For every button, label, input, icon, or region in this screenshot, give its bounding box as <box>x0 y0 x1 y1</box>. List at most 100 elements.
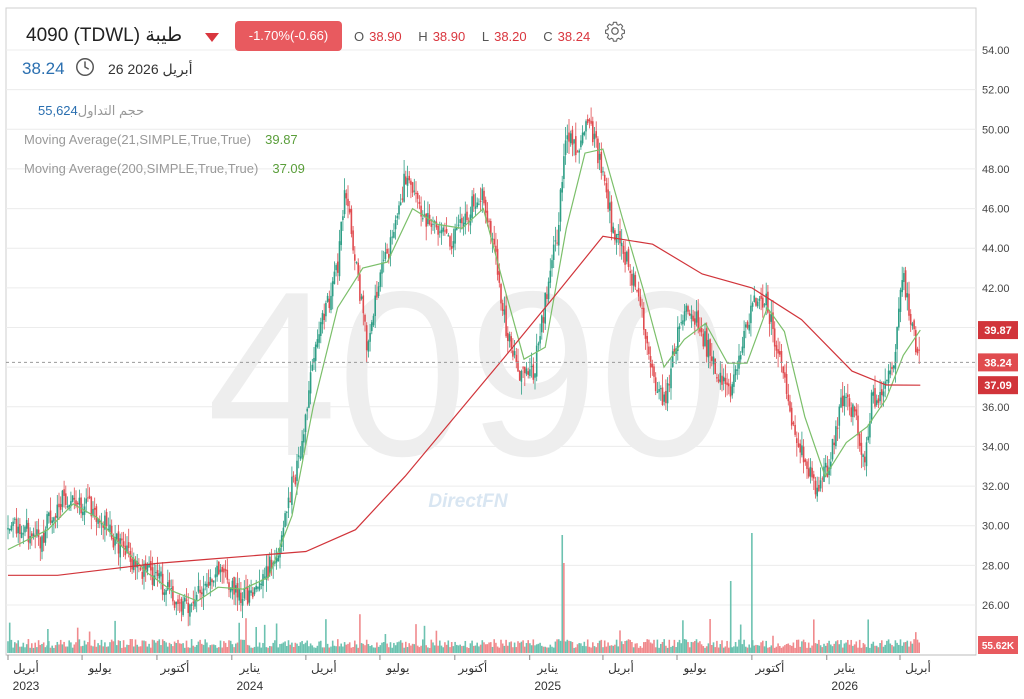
volume-bar <box>15 643 18 653</box>
clock-icon <box>76 58 94 76</box>
candle-body <box>804 459 807 462</box>
volume-bar <box>255 626 257 653</box>
candle-body <box>824 462 827 468</box>
volume-bar <box>377 646 380 653</box>
volume-bar <box>639 646 642 653</box>
volume-bar <box>109 642 111 653</box>
volume-bar <box>223 641 225 653</box>
candle-body <box>816 487 818 497</box>
volume-bar <box>824 645 827 653</box>
volume-bar <box>894 640 897 653</box>
candle-body <box>129 551 132 562</box>
candle-body <box>473 194 475 207</box>
candle-body <box>8 529 11 531</box>
volume-bar <box>410 645 412 653</box>
candle-body <box>48 512 50 517</box>
candle-body <box>709 339 711 356</box>
volume-bar <box>799 646 801 653</box>
last-date: 26 أبريل 2026 <box>108 61 193 77</box>
volume-bar <box>301 640 303 653</box>
candle-body <box>802 446 805 463</box>
candle-body <box>418 201 421 204</box>
volume-bar <box>24 647 26 653</box>
candle-body <box>717 379 720 382</box>
candle-body <box>563 156 565 180</box>
volume-bar <box>617 646 620 653</box>
volume-bar <box>192 645 195 653</box>
volume-bar <box>700 644 703 653</box>
candle-body <box>626 251 628 262</box>
volume-bar <box>93 639 96 653</box>
candle-body <box>88 495 91 499</box>
candle-body <box>583 132 586 135</box>
candle-body <box>486 210 489 224</box>
candle-body <box>729 386 732 397</box>
candle-body <box>549 270 552 283</box>
volume-bar <box>530 645 533 653</box>
candle-body <box>180 598 183 612</box>
volume-bar <box>7 641 9 653</box>
candle-body <box>777 349 779 354</box>
volume-bar <box>221 647 223 653</box>
volume-bar <box>42 642 45 653</box>
candle-body <box>685 305 688 312</box>
candle-body <box>401 198 404 200</box>
candle-body <box>668 384 671 386</box>
volume-indicator-row: حجم التداول55,624 <box>24 103 144 119</box>
volume-bar <box>755 644 757 653</box>
volume-bar <box>709 619 711 653</box>
candle-body <box>503 309 506 315</box>
candle-body <box>190 604 193 606</box>
candle-body <box>870 392 873 421</box>
candle-body <box>168 580 171 588</box>
x-tick-label: أكتوبر <box>160 660 190 676</box>
volume-bar <box>408 643 410 653</box>
volume-bar <box>189 647 191 653</box>
ma21-label: Moving Average(21,SIMPLE,True,True) <box>24 132 252 147</box>
candle-body <box>818 484 820 492</box>
candle-body <box>875 400 878 405</box>
candle-body <box>66 506 69 508</box>
volume-bar <box>845 642 847 653</box>
ma21-tag-bg <box>978 321 1018 340</box>
volume-bar <box>335 646 337 653</box>
candle-body <box>581 132 584 144</box>
volume-bar <box>670 646 672 653</box>
candle-body <box>858 433 861 446</box>
candle-body <box>175 601 178 605</box>
volume-bar <box>209 645 212 653</box>
gear-icon[interactable] <box>604 20 626 42</box>
volume-bar <box>896 642 898 653</box>
volume-bar <box>440 645 443 653</box>
volume-bar <box>422 639 424 653</box>
volume-bar <box>311 645 314 653</box>
volume-bar <box>629 639 631 653</box>
candle-body <box>359 274 361 301</box>
volume-bar <box>243 639 246 653</box>
volume-bar <box>269 646 271 653</box>
volume-bar <box>32 647 35 653</box>
ma200-indicator-row: Moving Average(200,SIMPLE,True,True) 37.0… <box>24 161 305 176</box>
volume-bar <box>685 639 688 653</box>
candle-body <box>877 398 880 403</box>
candle-body <box>31 533 33 537</box>
volume-bar <box>337 639 339 653</box>
volume-bar <box>843 643 846 653</box>
candle-body <box>389 237 392 256</box>
volume-bar <box>415 624 417 653</box>
volume-bar <box>913 639 915 653</box>
volume-bar <box>510 641 512 653</box>
candle-body <box>510 336 512 348</box>
volume-bar <box>263 624 266 653</box>
candle-body <box>620 242 623 247</box>
candle-body <box>541 315 543 333</box>
candle-body <box>813 474 815 479</box>
volume-bar <box>728 647 730 653</box>
candle-body <box>71 495 74 502</box>
candle-body <box>595 131 597 138</box>
candle-body <box>845 396 847 398</box>
volume-bar <box>641 647 643 653</box>
volume-bar <box>374 647 376 653</box>
volume-bar <box>593 646 596 653</box>
